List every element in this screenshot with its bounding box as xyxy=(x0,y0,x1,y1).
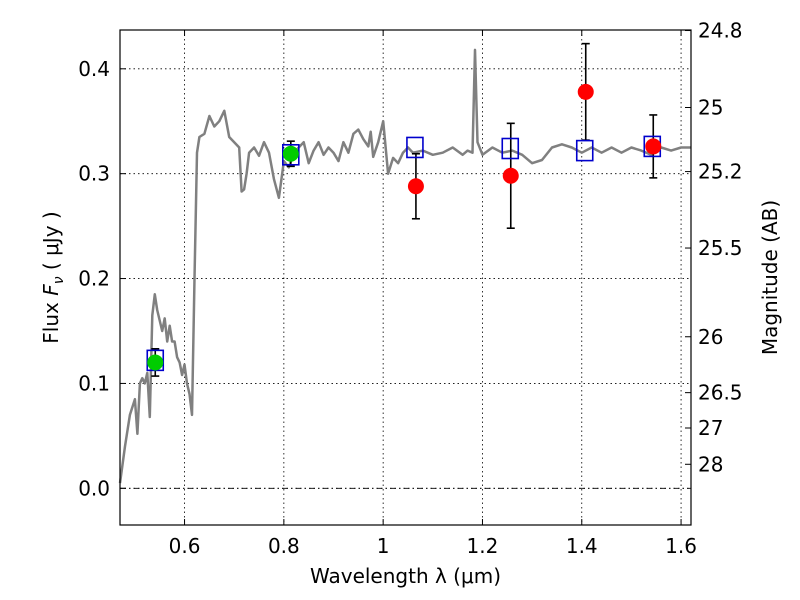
optical-photometry-point xyxy=(147,354,164,371)
near-IR-photometry-point xyxy=(577,83,594,100)
y2-tick-label: 28 xyxy=(698,452,723,476)
y-tick-label: 0.0 xyxy=(78,476,110,500)
model-square-point xyxy=(406,136,424,159)
spectrum-series xyxy=(118,48,691,484)
tick-marks xyxy=(120,30,691,525)
plot-frame xyxy=(119,29,692,526)
y2-tick-label: 25.5 xyxy=(698,236,743,260)
near-IR-photometry-point xyxy=(645,138,662,155)
optical-photometry-point xyxy=(282,145,299,162)
x-tick-label: 1 xyxy=(377,534,390,558)
y-axis-title-prefix: Flux xyxy=(39,296,63,344)
x-tick-label: 0.6 xyxy=(169,534,201,558)
model-square-point xyxy=(501,137,520,160)
y-tick-label: 0.1 xyxy=(78,371,110,395)
x-axis-title: Wavelength λ (μm) xyxy=(310,564,501,588)
y-tick-label: 0.3 xyxy=(78,162,110,186)
x-tick-label: 1.4 xyxy=(566,534,598,558)
y2-tick-label: 25.2 xyxy=(698,160,743,184)
data-markers xyxy=(146,83,662,372)
spectrum-line xyxy=(118,48,691,484)
y2-tick-labels: 24.8 25 25.2 25.5 26 26.5 27 28 xyxy=(698,19,743,477)
y-axis-title-suffix: ( μJy ) xyxy=(39,211,63,276)
y2-axis-title: Magnitude (AB) xyxy=(758,200,782,355)
y2-tick-label: 26 xyxy=(698,325,723,349)
x-tick-label: 1.2 xyxy=(467,534,499,558)
y-tick-label: 0.2 xyxy=(78,267,110,291)
model-square-point xyxy=(282,143,300,166)
x-tick-labels: 0.6 0.8 1 1.2 1.4 1.6 xyxy=(169,534,697,558)
y-axis-title: Flux Fν ( μJy ) xyxy=(39,211,67,343)
y-axis-title-var: F xyxy=(39,284,63,296)
y-axis-title-sub: ν xyxy=(51,276,67,284)
x-tick-label: 1.6 xyxy=(665,534,697,558)
y2-tick-label: 24.8 xyxy=(698,19,743,43)
model-square-point xyxy=(575,139,594,162)
y-tick-label: 0.4 xyxy=(78,57,110,81)
y-tick-labels: 0.0 0.1 0.2 0.3 0.4 xyxy=(78,57,110,500)
y2-tick-label: 27 xyxy=(698,416,723,440)
y2-tick-label: 26.5 xyxy=(698,381,743,405)
y2-tick-label: 25 xyxy=(698,96,723,120)
near-IR-photometry-point xyxy=(502,167,519,184)
near-IR-photometry-point xyxy=(407,178,424,195)
x-tick-label: 0.8 xyxy=(268,534,300,558)
gridlines xyxy=(120,30,691,525)
